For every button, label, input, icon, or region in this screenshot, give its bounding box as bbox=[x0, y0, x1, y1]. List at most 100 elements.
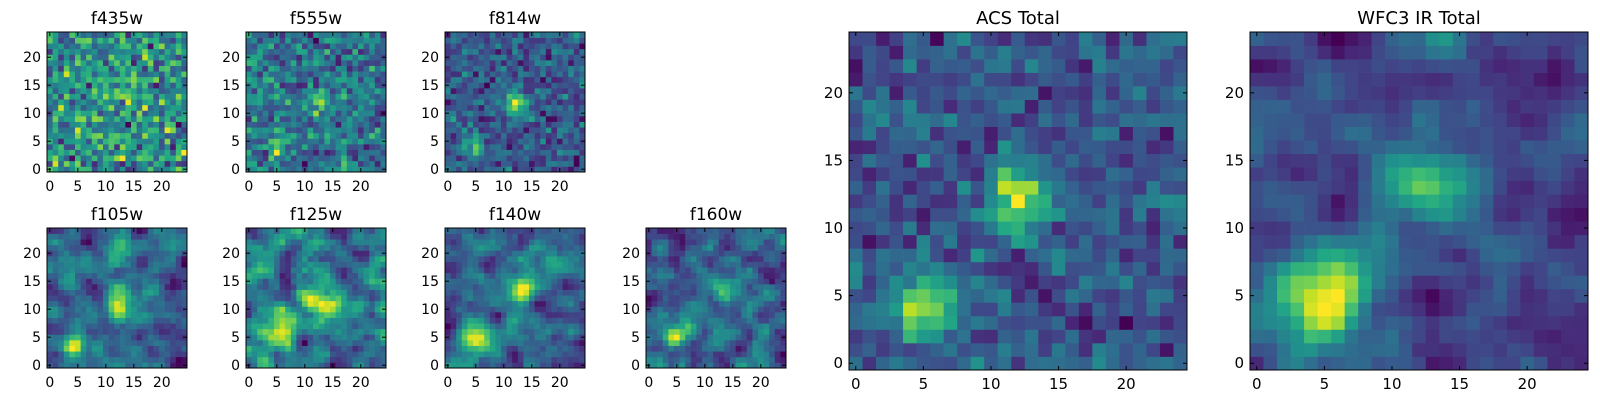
heatmap-cell bbox=[579, 144, 585, 150]
heatmap-cell bbox=[702, 245, 708, 251]
heatmap-cell bbox=[451, 66, 457, 72]
heatmap-cell bbox=[479, 239, 485, 245]
heatmap-cell bbox=[451, 351, 457, 357]
heatmap-cell bbox=[1092, 221, 1106, 235]
heatmap-cell bbox=[1106, 181, 1120, 195]
heatmap-cell bbox=[53, 105, 59, 111]
heatmap-cell bbox=[546, 155, 552, 161]
heatmap-cell bbox=[696, 228, 702, 234]
heatmap-cell bbox=[579, 150, 585, 156]
heatmap-cell bbox=[92, 82, 98, 88]
heatmap-cell bbox=[165, 133, 171, 139]
heatmap-cell bbox=[702, 262, 708, 268]
heatmap-cell bbox=[181, 262, 187, 268]
heatmap-cell bbox=[540, 295, 546, 301]
heatmap-cell bbox=[148, 144, 154, 150]
heatmap-cell bbox=[347, 250, 353, 256]
heatmap-cell bbox=[375, 43, 381, 49]
heatmap-cell bbox=[685, 306, 691, 312]
heatmap-cell bbox=[75, 54, 81, 60]
heatmap-cell bbox=[330, 234, 336, 240]
heatmap-cell bbox=[125, 127, 131, 133]
heatmap-cell bbox=[375, 60, 381, 66]
heatmap-cell bbox=[75, 122, 81, 128]
heatmap-cell bbox=[352, 250, 358, 256]
heatmap-cell bbox=[53, 82, 59, 88]
heatmap-cell bbox=[380, 234, 386, 240]
heatmap-cell bbox=[285, 334, 291, 340]
heatmap-cell bbox=[702, 290, 708, 296]
heatmap-cell bbox=[53, 122, 59, 128]
heatmap-cell bbox=[467, 323, 473, 329]
heatmap-cell bbox=[568, 77, 574, 83]
heatmap-cell bbox=[523, 71, 529, 77]
heatmap-cell bbox=[1133, 194, 1147, 208]
heatmap-cell bbox=[336, 161, 342, 167]
heatmap-cell bbox=[308, 340, 314, 346]
heatmap-cell bbox=[58, 94, 64, 100]
heatmap-cell bbox=[1146, 221, 1160, 235]
heatmap-cell bbox=[81, 245, 87, 251]
heatmap-cell bbox=[535, 306, 541, 312]
heatmap-cell bbox=[668, 323, 674, 329]
heatmap-cell bbox=[176, 138, 182, 144]
heatmap-cell bbox=[490, 306, 496, 312]
heatmap-cell bbox=[579, 161, 585, 167]
heatmap-cell bbox=[484, 77, 490, 83]
heatmap-cell bbox=[479, 267, 485, 273]
heatmap-cell bbox=[456, 228, 462, 234]
heatmap-cell bbox=[352, 77, 358, 83]
heatmap-cell bbox=[529, 245, 535, 251]
heatmap-cell bbox=[696, 357, 702, 363]
heatmap-cell bbox=[523, 323, 529, 329]
heatmap-cell bbox=[347, 144, 353, 150]
heatmap-cell bbox=[380, 329, 386, 335]
heatmap-cell bbox=[291, 122, 297, 128]
heatmap-cell bbox=[557, 295, 563, 301]
heatmap-cell bbox=[75, 155, 81, 161]
heatmap-cell bbox=[579, 329, 585, 335]
heatmap-cell bbox=[518, 71, 524, 77]
heatmap-cell bbox=[563, 133, 569, 139]
heatmap-cell bbox=[467, 166, 473, 172]
heatmap-cell bbox=[736, 346, 742, 352]
heatmap-cell bbox=[120, 60, 126, 66]
heatmap-cell bbox=[535, 43, 541, 49]
heatmap-cell bbox=[92, 66, 98, 72]
heatmap-cell bbox=[165, 122, 171, 128]
heatmap-cell bbox=[97, 334, 103, 340]
heatmap-cell bbox=[53, 256, 59, 262]
heatmap-cell bbox=[268, 66, 274, 72]
heatmap-cell bbox=[512, 290, 518, 296]
heatmap-cell bbox=[280, 357, 286, 363]
heatmap-cell bbox=[81, 66, 87, 72]
heatmap-cell bbox=[752, 295, 758, 301]
heatmap-cell bbox=[1025, 302, 1039, 316]
heatmap-cell bbox=[876, 208, 890, 222]
heatmap-cell bbox=[1106, 356, 1120, 370]
heatmap-cell bbox=[1092, 262, 1106, 276]
heatmap-cell bbox=[252, 245, 258, 251]
heatmap-cell bbox=[512, 144, 518, 150]
heatmap-cell bbox=[540, 340, 546, 346]
heatmap-cell bbox=[296, 228, 302, 234]
heatmap-cell bbox=[1079, 329, 1093, 343]
heatmap-cell bbox=[546, 60, 552, 66]
heatmap-cell bbox=[280, 60, 286, 66]
heatmap-cell bbox=[930, 302, 944, 316]
heatmap-cell bbox=[257, 278, 263, 284]
heatmap-cell bbox=[462, 82, 468, 88]
heatmap-cell bbox=[103, 357, 109, 363]
heatmap-cell bbox=[445, 351, 451, 357]
heatmap-cell bbox=[780, 262, 786, 268]
heatmap-cell bbox=[330, 110, 336, 116]
heatmap-cell bbox=[713, 239, 719, 245]
heatmap-cell bbox=[97, 122, 103, 128]
heatmap-cell bbox=[92, 161, 98, 167]
heatmap-cell bbox=[736, 334, 742, 340]
heatmap-cell bbox=[944, 316, 958, 330]
heatmap-cell bbox=[563, 161, 569, 167]
heatmap-cell bbox=[296, 82, 302, 88]
heatmap-cell bbox=[512, 351, 518, 357]
heatmap-cell bbox=[646, 256, 652, 262]
